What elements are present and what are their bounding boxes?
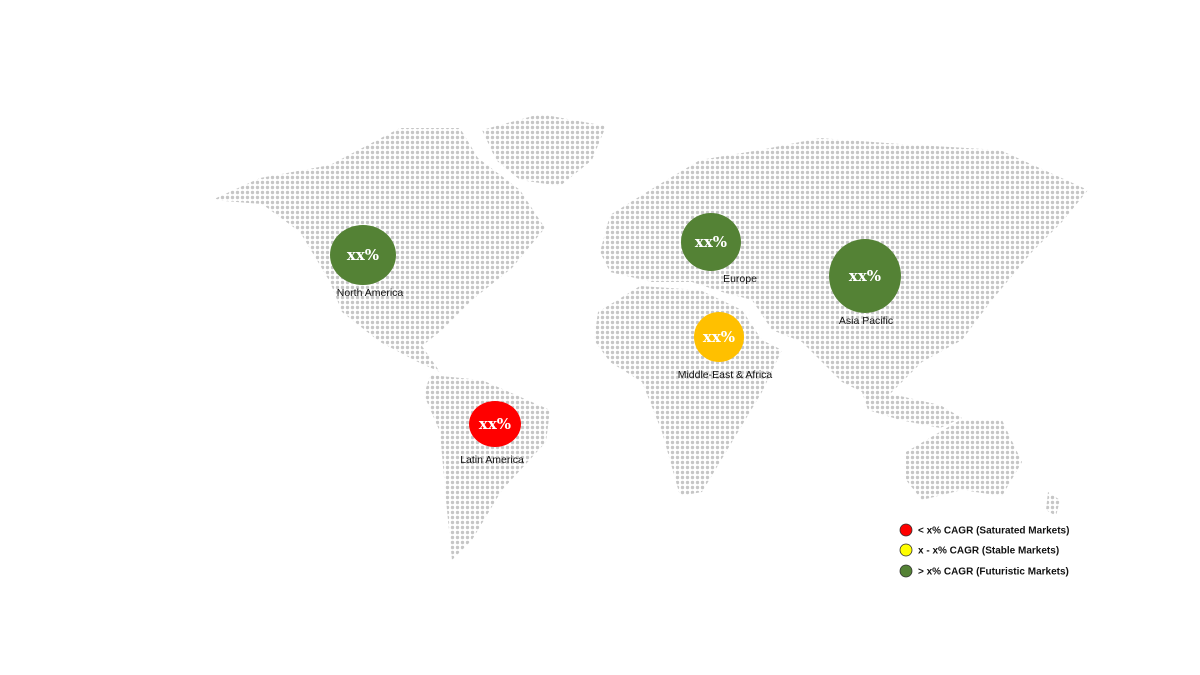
continent-new-zealand [1046,492,1060,516]
region-middle-east-africa: xx% Middle-East & Africa [678,312,773,381]
region-europe: xx% Europe [681,213,757,285]
region-label: Latin America [460,454,524,466]
legend-label: > x% CAGR (Futuristic Markets) [918,567,1069,578]
region-bubble [681,213,741,271]
legend-item: x - x% CAGR (Stable Markets) [899,543,1059,557]
legend-item: > x% CAGR (Futuristic Markets) [899,564,1069,578]
region-label: North America [337,287,404,299]
continents [212,114,1088,560]
region-asia-pacific: xx% Asia Pacific [829,239,901,327]
region-bubble [694,312,744,362]
region-value: xx% [703,328,735,346]
continent-southeast-asia-islands [862,392,962,428]
continent-greenland [482,114,606,186]
region-label: Middle-East & Africa [678,369,773,381]
legend-item: < x% CAGR (Saturated Markets) [899,523,1069,537]
legend-label: x - x% CAGR (Stable Markets) [918,546,1059,557]
region-bubbles: xx% North America xx% Europe xx% Asia Pacific… [330,213,901,466]
legend: < x% CAGR (Saturated Markets) x - x% CAGR… [899,523,1069,578]
region-value: xx% [849,267,881,285]
region-value: xx% [347,246,379,264]
region-latin-america: xx% Latin America [460,401,524,466]
legend-label: < x% CAGR (Saturated Markets) [918,526,1069,537]
region-label: Asia Pacific [839,315,893,327]
region-bubble [829,239,901,313]
region-value: xx% [695,233,727,251]
legend-swatch [899,523,913,537]
region-value: xx% [479,415,511,433]
region-bubble [330,225,396,285]
continent-africa [594,286,782,496]
legend-swatch [899,564,913,578]
legend-swatch [899,543,913,557]
region-label: Europe [723,273,757,285]
region-north-america: xx% North America [330,225,403,299]
continent-australia [906,420,1022,500]
region-bubble [469,401,521,447]
